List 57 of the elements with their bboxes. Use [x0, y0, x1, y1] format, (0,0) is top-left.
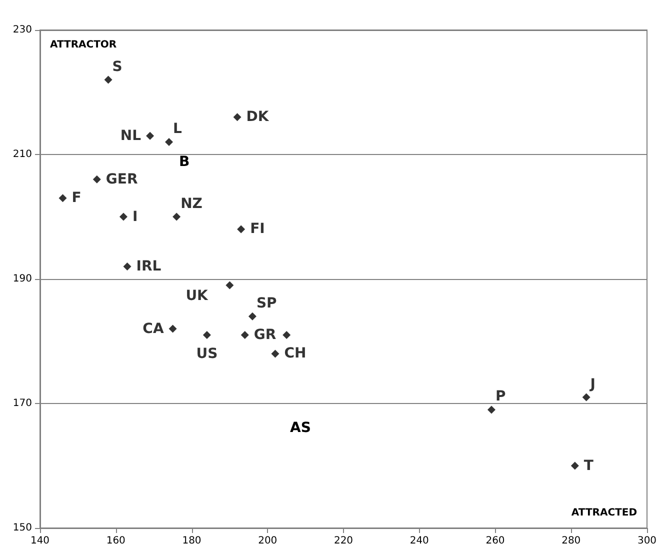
data-label: US [196, 346, 218, 362]
point [582, 393, 590, 402]
annotation: AS [290, 420, 311, 436]
point [146, 132, 154, 140]
data-label: GR [254, 327, 276, 344]
data-label: CA [142, 320, 164, 337]
point [233, 113, 242, 122]
x-tick-label: 300 [637, 536, 657, 546]
y-tick-label: 190 [12, 274, 32, 284]
data-label: T [584, 458, 594, 474]
y-tick-label: 210 [12, 149, 32, 160]
point [271, 350, 280, 358]
data-label: GER [106, 171, 138, 188]
y-tick-label: 230 [12, 24, 32, 36]
annotation: ATTRACTED [571, 508, 638, 518]
point [487, 406, 496, 414]
point [92, 175, 101, 184]
annotation: B [179, 154, 190, 170]
data-label: I [132, 208, 138, 225]
data-label: NZ [180, 196, 202, 212]
data-label: IRL [136, 258, 162, 275]
point [248, 312, 256, 320]
x-tick-label: 160 [106, 536, 126, 546]
x-tick-label: 180 [182, 536, 202, 546]
y-tick-label: 150 [12, 522, 32, 534]
x-tick-label: 280 [562, 536, 581, 546]
data-label: FI [250, 221, 265, 238]
data-label: L [172, 121, 182, 138]
point [168, 324, 177, 333]
y-tick-label: 170 [12, 398, 32, 409]
data-label: SP [256, 295, 277, 312]
x-tick-label: 220 [334, 536, 354, 546]
x-tick-label: 200 [258, 536, 278, 546]
point [104, 76, 112, 84]
data-label: CH [284, 346, 306, 362]
data-label: UK [186, 288, 210, 304]
point [202, 331, 211, 340]
point [240, 331, 249, 340]
annotation: ATTRACTOR [50, 40, 117, 50]
point [282, 331, 291, 340]
x-tick-label: 240 [410, 536, 429, 546]
point [58, 194, 67, 202]
data-label: P [495, 388, 506, 405]
point [237, 225, 246, 234]
data-label: J [589, 376, 596, 392]
data-label: NL [120, 128, 142, 144]
data-label: F [72, 190, 82, 206]
data-label: DK [246, 109, 270, 126]
point [570, 462, 579, 470]
x-tick-label: 260 [486, 536, 505, 546]
point [123, 262, 132, 271]
x-tick-label: 140 [30, 536, 50, 546]
point [226, 281, 234, 290]
point [119, 212, 128, 221]
data-label: S [112, 58, 122, 75]
point [164, 138, 173, 146]
point [172, 212, 181, 221]
